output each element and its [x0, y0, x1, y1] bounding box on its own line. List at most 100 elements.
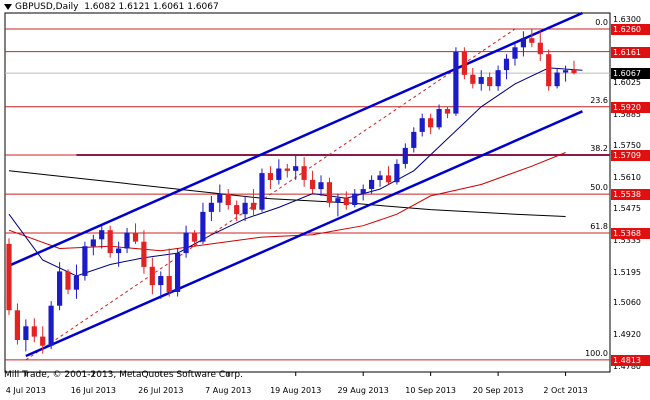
symbol-timeframe: GBPUSD,Daily	[15, 2, 79, 12]
candle-body	[183, 232, 189, 254]
price-tick-label: 1.4780	[613, 362, 641, 372]
candle-body	[124, 232, 130, 249]
candle-body	[343, 198, 349, 206]
candle-body	[520, 38, 526, 48]
fib-percent-label: 100.0	[585, 348, 608, 358]
candle-body	[65, 271, 71, 290]
candle-body	[453, 51, 459, 114]
price-tick-label: 1.5610	[613, 172, 641, 182]
price-tick-label: 1.5060	[613, 298, 641, 308]
date-tick-label: 19 Aug 2013	[270, 386, 322, 395]
date-tick-label: 10 Sep 2013	[405, 386, 456, 395]
candle-body	[554, 72, 560, 87]
candle-body	[563, 70, 569, 73]
candle-body	[394, 163, 400, 183]
price-tick-label: 1.5885	[613, 109, 641, 119]
candle-body	[301, 166, 307, 180]
candle-body	[369, 179, 375, 189]
candle-body	[360, 189, 366, 194]
price-tag: 1.5920	[611, 101, 650, 113]
copyright-text: Mill Trade, © 2001-2013, MetaQuotes Soft…	[4, 370, 243, 380]
candle-body	[411, 131, 417, 148]
candle-body	[158, 276, 164, 286]
candle-body	[242, 202, 248, 215]
candle-body	[436, 109, 442, 128]
candle-body	[191, 232, 198, 242]
candle-body	[326, 182, 332, 203]
ma-fast-line	[8, 67, 583, 277]
candle-body	[503, 58, 510, 71]
candle-body	[352, 193, 358, 205]
price-tag: 1.5709	[611, 149, 650, 161]
price-tick-label: 1.5195	[613, 267, 641, 277]
dropdown-arrow-icon[interactable]	[4, 3, 12, 10]
candle-body	[23, 326, 29, 340]
channel-lower-line	[25, 110, 583, 358]
price-tick-label: 1.5750	[613, 140, 641, 150]
candle-body	[293, 166, 299, 171]
candle-body	[149, 266, 155, 286]
candle-body	[377, 175, 383, 180]
price-tick-label: 1.5335	[613, 235, 641, 245]
price-tick-label: 1.5475	[613, 203, 641, 213]
ohlc-readout: 1.6082 1.6121 1.6061 1.6067	[84, 2, 219, 12]
chart-header: GBPUSD,Daily 1.6082 1.6121 1.6061 1.6067	[4, 2, 219, 12]
plot-frame	[4, 12, 611, 373]
candle-body	[14, 310, 20, 340]
candle-body	[48, 305, 54, 346]
candle-body	[428, 118, 434, 128]
candle-body	[99, 230, 105, 240]
candle-body	[470, 74, 476, 84]
candle-body	[461, 51, 467, 75]
candle-body	[267, 173, 273, 180]
price-tag: 1.5538	[611, 189, 650, 201]
fib-percent-label: 0.0	[595, 18, 608, 27]
candle-body	[512, 47, 518, 59]
candle-body	[276, 168, 282, 180]
candle-body	[217, 193, 223, 203]
candle-body	[402, 147, 408, 164]
candle-body	[335, 198, 341, 203]
date-tick-label: 16 Jul 2013	[70, 386, 116, 395]
candle-body	[529, 38, 535, 43]
price-tick-label: 1.6300	[613, 14, 641, 24]
candle-body	[487, 77, 493, 87]
channel-upper-line	[8, 11, 583, 267]
candle-body	[31, 326, 37, 337]
candle-body	[82, 246, 88, 276]
candle-body	[73, 276, 79, 290]
candle-body	[6, 243, 12, 311]
candle-body	[495, 70, 501, 87]
fib-percent-label: 38.2	[590, 143, 608, 153]
price-tag: 1.6161	[611, 46, 650, 58]
candle-body	[318, 182, 324, 190]
candle-body	[537, 42, 543, 55]
candle-body	[546, 54, 552, 87]
date-tick-label: 4 Jul 2013	[5, 386, 46, 395]
fib-percent-label: 61.8	[590, 221, 608, 231]
candle-body	[284, 168, 290, 171]
candle-body	[200, 211, 206, 242]
candle-body	[132, 232, 139, 242]
date-tick-label: 2 Oct 2013	[543, 386, 588, 395]
candle-body	[250, 202, 257, 210]
candle-body	[40, 336, 46, 346]
candle-body	[478, 77, 484, 84]
date-tick-label: 26 Jul 2013	[138, 386, 184, 395]
candle-body	[234, 205, 240, 215]
candle-body	[175, 253, 181, 292]
candle-body	[419, 118, 425, 132]
price-tag: 1.6260	[611, 24, 650, 35]
candle-body	[571, 69, 577, 74]
candle-body	[57, 271, 63, 306]
ma-slow-line	[8, 170, 566, 217]
candle-body	[208, 202, 214, 212]
date-tick-label: 29 Aug 2013	[337, 386, 389, 395]
candle-body	[310, 179, 316, 189]
fib-percent-label: 23.6	[590, 95, 608, 105]
price-tag: 1.6067	[611, 68, 650, 80]
date-tick-label: 7 Aug 2013	[205, 386, 252, 395]
candle-body	[225, 193, 231, 205]
